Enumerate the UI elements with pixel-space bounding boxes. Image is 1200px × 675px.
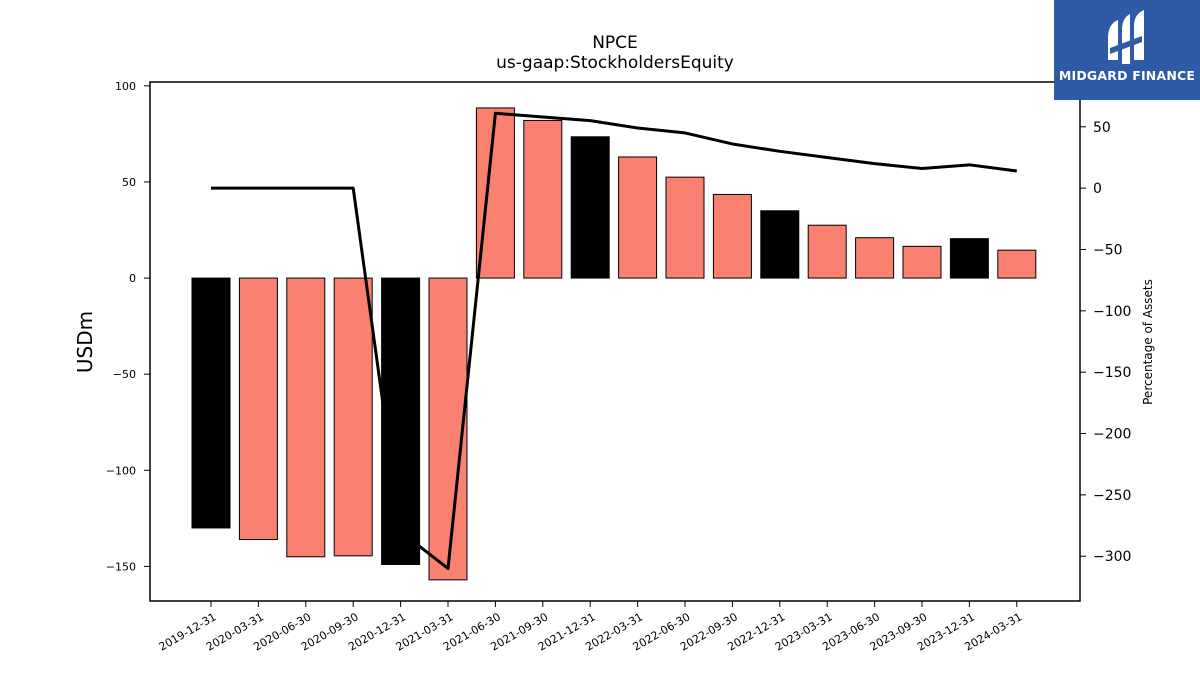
bar-2021-03-31 bbox=[428, 277, 468, 581]
bar-2023-09-30 bbox=[902, 245, 942, 279]
y-tick-label: −150 bbox=[106, 560, 136, 573]
plot-frame bbox=[149, 81, 1081, 602]
bar-2022-03-31 bbox=[618, 156, 658, 279]
y-tick-label: 100 bbox=[115, 80, 136, 93]
y2-tick-label: −200 bbox=[1093, 427, 1131, 443]
bar-2021-09-30 bbox=[523, 119, 563, 279]
y-tick-label: 50 bbox=[122, 176, 136, 189]
bar-2023-12-31 bbox=[949, 238, 989, 279]
bar-2023-03-31 bbox=[807, 224, 847, 279]
logo-text: MIDGARD FINANCE bbox=[1058, 68, 1196, 83]
bar-2022-06-30 bbox=[665, 176, 705, 279]
chart-title: NPCE bbox=[592, 33, 638, 53]
y2-tick-label: −300 bbox=[1093, 549, 1131, 565]
y2-tick-label: −150 bbox=[1093, 365, 1131, 381]
bar-2020-09-30 bbox=[333, 277, 373, 557]
bar-2020-03-31 bbox=[238, 277, 278, 540]
y2-tick-label: 0 bbox=[1093, 181, 1102, 197]
midgard-finance-logo: MIDGARD FINANCE bbox=[1054, 0, 1200, 100]
y-axis-label: USDm bbox=[73, 311, 97, 373]
y-tick-label: −100 bbox=[106, 464, 136, 477]
y-tick-label: −50 bbox=[113, 368, 136, 381]
y2-axis-label: Percentage of Assets bbox=[1141, 279, 1155, 405]
line-series-group bbox=[211, 111, 1017, 570]
y2-tick-label: 50 bbox=[1093, 120, 1111, 136]
bar-2020-12-31 bbox=[381, 277, 421, 565]
bar-2021-06-30 bbox=[475, 107, 515, 279]
chart-subtitle: us-gaap:StockholdersEquity bbox=[496, 53, 734, 73]
bar-group bbox=[191, 107, 1037, 581]
bar-2022-09-30 bbox=[712, 193, 752, 279]
bar-2022-12-31 bbox=[760, 210, 800, 279]
y2-tick-label: −250 bbox=[1093, 488, 1131, 504]
y-tick-label: 0 bbox=[129, 272, 136, 285]
y2-tick-label: −100 bbox=[1093, 304, 1131, 320]
bar-2023-06-30 bbox=[855, 237, 895, 279]
bar-2019-12-31 bbox=[191, 277, 231, 529]
bar-2021-12-31 bbox=[570, 136, 610, 279]
logo-mark-icon bbox=[1108, 10, 1144, 64]
y2-tick-label: −50 bbox=[1093, 242, 1123, 258]
line-series-percentage-of-assets bbox=[211, 111, 1017, 570]
bar-2020-06-30 bbox=[286, 277, 326, 558]
bar-2024-03-31 bbox=[997, 249, 1037, 279]
